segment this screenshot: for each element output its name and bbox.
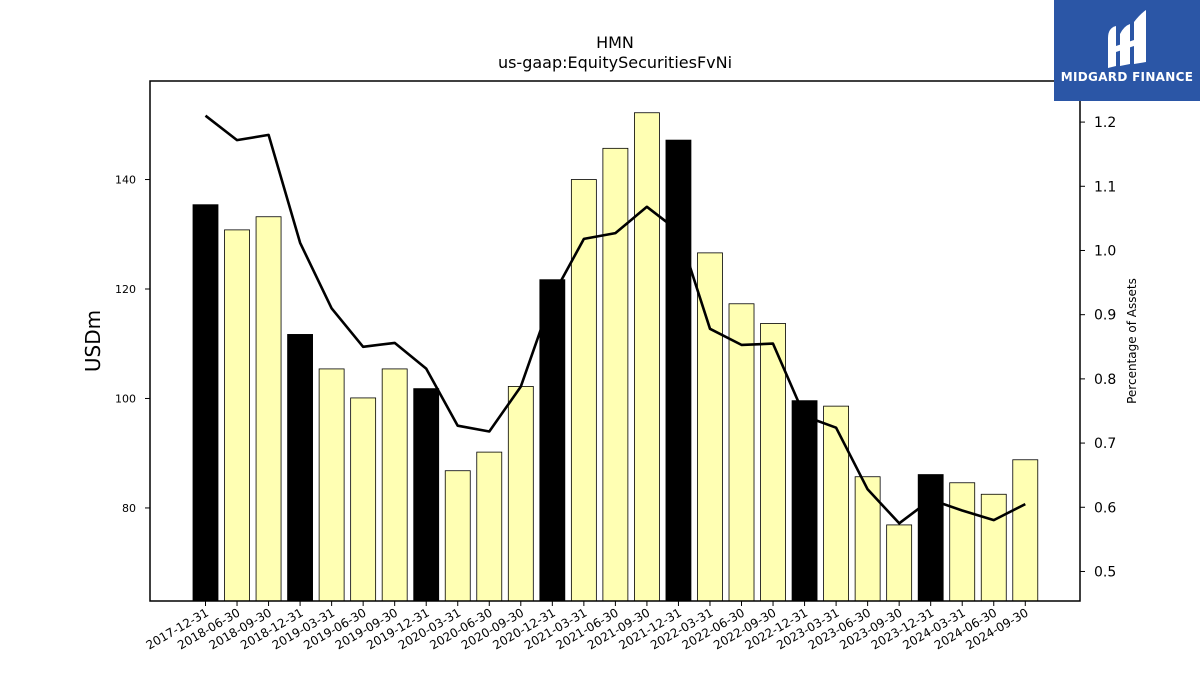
y2-tick-label: 0.5 bbox=[1094, 564, 1116, 580]
bar-2023-03-31 bbox=[823, 405, 849, 602]
chart-title: HMN bbox=[596, 33, 634, 52]
y2-tick-label: 1.2 bbox=[1094, 115, 1116, 131]
percentage-line bbox=[204, 114, 1026, 525]
bar-2022-06-30 bbox=[728, 303, 755, 602]
y-tick-label: 100 bbox=[115, 392, 136, 405]
bar-2020-06-30 bbox=[476, 451, 503, 602]
y2-axis-label: Percentage of Assets bbox=[1125, 278, 1139, 404]
bar-2021-12-31 bbox=[665, 139, 692, 602]
bar-2022-03-31 bbox=[697, 252, 723, 602]
bar-2024-09-30 bbox=[1012, 459, 1039, 602]
bar-2018-12-31 bbox=[287, 334, 313, 602]
y2-tick-label: 1.0 bbox=[1094, 243, 1116, 259]
bar-2023-09-30 bbox=[886, 524, 913, 602]
logo-mark-icon bbox=[1108, 10, 1146, 68]
bar-2022-12-31 bbox=[791, 400, 818, 602]
bar-2018-06-30 bbox=[224, 229, 250, 602]
bar-2021-03-31 bbox=[570, 179, 597, 602]
bar-2020-09-30 bbox=[507, 386, 534, 602]
bar-2019-12-31 bbox=[413, 388, 440, 602]
bar-2022-09-30 bbox=[760, 323, 786, 602]
bar-2018-09-30 bbox=[255, 216, 282, 602]
y2-tick-label: 0.8 bbox=[1094, 372, 1116, 388]
bar-2023-12-31 bbox=[917, 474, 944, 602]
y-tick-label: 140 bbox=[115, 174, 136, 187]
y-axis-left: 80 100 120 140 bbox=[115, 174, 150, 515]
line-group bbox=[204, 114, 1026, 525]
y2-tick-label: 1.1 bbox=[1094, 179, 1116, 195]
bar-2024-06-30 bbox=[980, 493, 1007, 602]
x-axis: 2017-12-312018-06-302018-09-302018-12-31… bbox=[144, 601, 1031, 652]
bar-2019-03-31 bbox=[318, 368, 345, 602]
bar-2023-06-30 bbox=[854, 476, 881, 602]
bar-2021-06-30 bbox=[602, 147, 629, 602]
bar-2017-12-31 bbox=[192, 204, 219, 602]
chart-subtitle: us-gaap:EquitySecuritiesFvNi bbox=[498, 53, 732, 72]
bar-2024-03-31 bbox=[949, 482, 976, 602]
y-tick-label: 80 bbox=[122, 502, 136, 515]
bar-2019-06-30 bbox=[350, 397, 377, 602]
y2-tick-label: 0.9 bbox=[1094, 308, 1116, 324]
y-axis-label: USDm bbox=[81, 310, 105, 372]
bar-2020-03-31 bbox=[444, 470, 471, 602]
y-axis-right: 0.5 0.6 0.7 0.8 0.9 1.0 1.1 1.2 bbox=[1080, 115, 1116, 580]
y2-tick-label: 0.7 bbox=[1094, 436, 1116, 452]
y-tick-label: 120 bbox=[115, 283, 136, 296]
bar-2019-09-30 bbox=[381, 368, 408, 602]
bars-group bbox=[192, 112, 1039, 602]
logo-text: MIDGARD FINANCE bbox=[1061, 70, 1193, 84]
bar-2021-09-30 bbox=[634, 112, 660, 602]
bar-2020-12-31 bbox=[539, 279, 566, 602]
y2-tick-label: 0.6 bbox=[1094, 500, 1116, 516]
logo: MIDGARD FINANCE bbox=[1054, 0, 1200, 101]
